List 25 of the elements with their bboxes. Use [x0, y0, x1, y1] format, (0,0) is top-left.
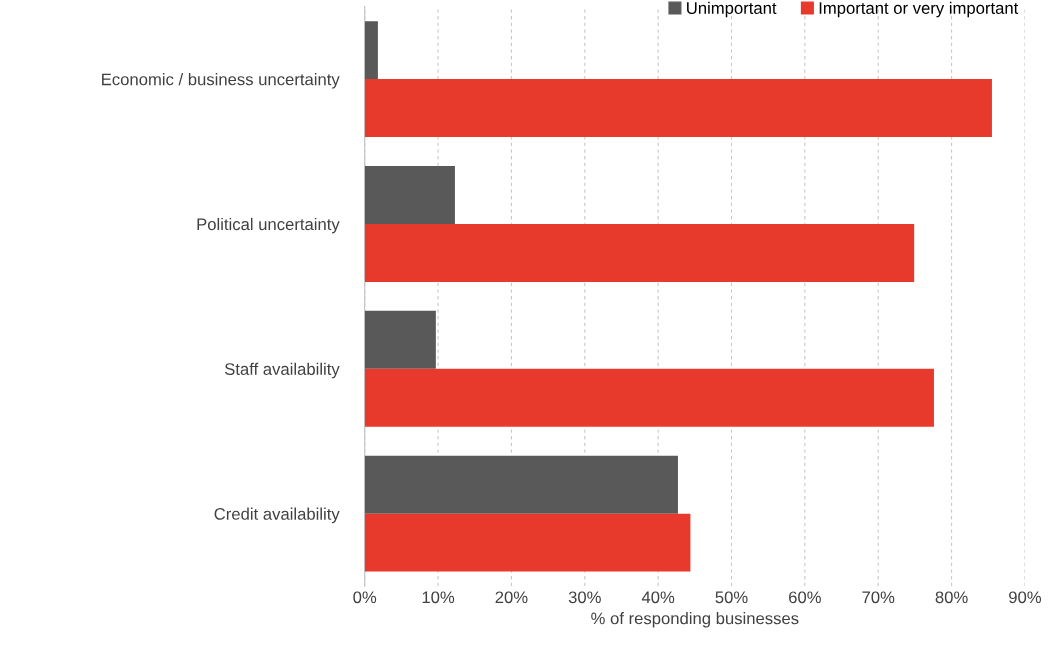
x-tick-label: 0% [353, 591, 377, 604]
y-tick-label: Economic / business uncertainty [102, 73, 340, 89]
x-tick-label: 20% [495, 591, 528, 604]
x-tick-label: 30% [568, 591, 601, 604]
bar [364, 79, 992, 138]
bar [364, 223, 915, 282]
bar [364, 310, 436, 369]
bar [364, 368, 934, 427]
x-tick-label: 40% [641, 591, 675, 604]
bar [364, 166, 455, 224]
y-tick-label: Political uncertainty [197, 217, 340, 234]
legend-label: Important or very important [819, 1, 1019, 18]
x-tick-label: 50% [715, 591, 748, 604]
bar [364, 513, 691, 572]
x-tick-label: 80% [935, 591, 968, 604]
bar [364, 21, 378, 80]
x-axis-title: % of responding businesses [591, 612, 799, 628]
y-tick-label: Credit availability [214, 507, 340, 524]
legend-label: Unimportant [687, 1, 777, 18]
y-tick-label: Staff availability [224, 362, 340, 379]
x-tick-label: 60% [789, 591, 821, 604]
x-tick-label: 90% [1009, 591, 1042, 604]
bar [364, 455, 678, 514]
x-tick-label: 70% [862, 591, 895, 604]
x-tick-label: 10% [422, 591, 455, 604]
